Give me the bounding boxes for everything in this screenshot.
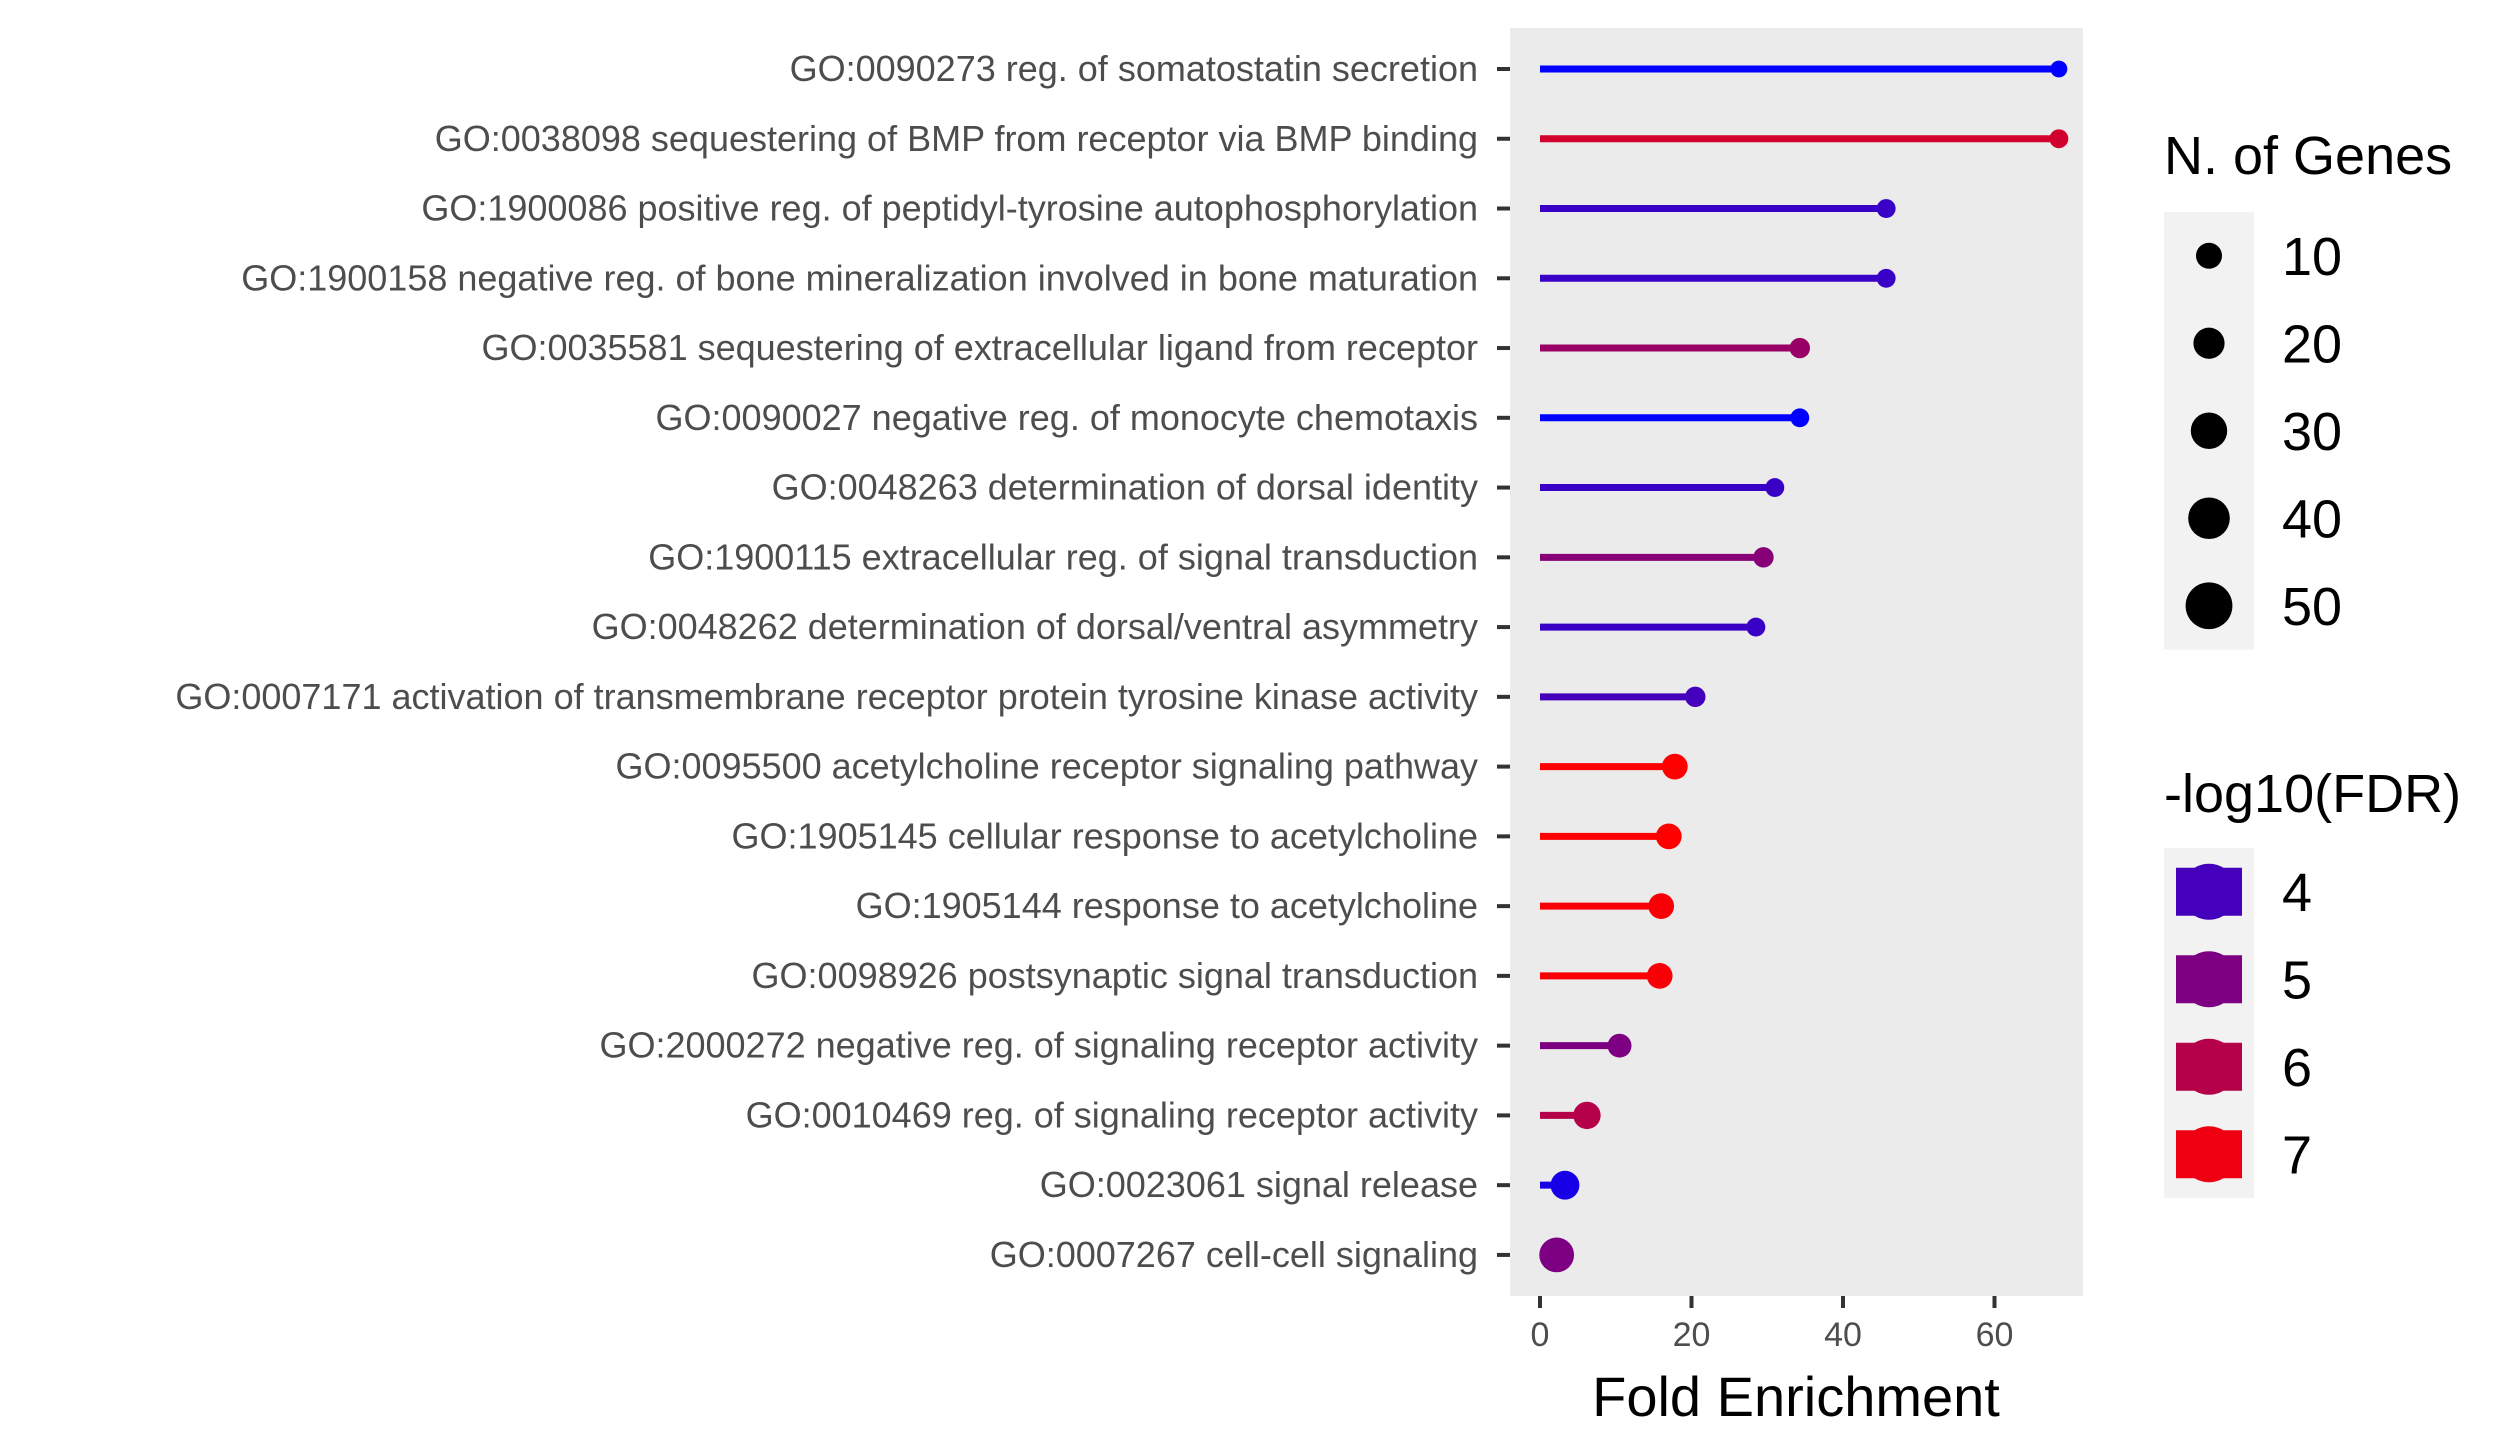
category-label: GO:0035581 sequestering of extracellular…	[481, 327, 1478, 368]
lollipop-point	[1607, 1033, 1632, 1058]
x-tick-label: 40	[1824, 1316, 1862, 1354]
category-label: GO:0023061 signal release	[1040, 1164, 1478, 1205]
size-legend: N. of Genes 10 20 30 40 50	[2164, 126, 2452, 650]
lollipop-marks	[1539, 60, 2069, 1273]
category-label: GO:0007267 cell-cell signaling	[990, 1234, 1478, 1275]
category-label: GO:0090273 reg. of somatostatin secretio…	[790, 48, 1478, 89]
y-axis-ticks	[1497, 67, 1510, 1257]
size-legend-dot	[2185, 582, 2233, 630]
color-legend-label: 4	[2282, 863, 2312, 923]
size-legend-dot	[2190, 412, 2228, 449]
size-legend-dot	[2188, 497, 2230, 540]
category-label: GO:0095500 acetylcholine receptor signal…	[615, 746, 1478, 787]
lollipop-point	[1539, 1237, 1575, 1273]
category-label: GO:1900115 extracellular reg. of signal …	[648, 536, 1478, 577]
lollipop-point	[1746, 617, 1766, 637]
size-legend-label: 20	[2282, 314, 2342, 374]
lollipop-point	[1790, 408, 1810, 428]
size-legend-label: 50	[2282, 577, 2342, 637]
x-tick-label: 0	[1531, 1316, 1550, 1354]
category-label: GO:0090027 negative reg. of monocyte che…	[656, 397, 1478, 438]
category-label: GO:1900158 negative reg. of bone mineral…	[241, 257, 1478, 298]
lollipop-point	[1573, 1101, 1601, 1130]
category-label: GO:0038098 sequestering of BMP from rece…	[435, 118, 1478, 159]
category-label: GO:1900086 positive reg. of peptidyl-tyr…	[421, 188, 1478, 229]
color-legend-dot	[2181, 863, 2237, 920]
color-legend-label: 7	[2282, 1125, 2312, 1185]
lollipop-point	[1876, 268, 1896, 288]
size-legend-label: 40	[2282, 489, 2342, 549]
plot-panel	[1510, 28, 2083, 1296]
lollipop-point	[1646, 963, 1673, 989]
category-labels: GO:0090273 reg. of somatostatin secretio…	[175, 48, 1478, 1275]
size-legend-dot	[2196, 242, 2222, 269]
color-legend: -log10(FDR) 4 5 6 7	[2164, 764, 2461, 1198]
lollipop-point	[1765, 478, 1785, 497]
category-label: GO:1905145 cellular response to acetylch…	[732, 815, 1478, 856]
lollipop-point	[1789, 337, 1811, 359]
lollipop-point	[1661, 753, 1688, 780]
lollipop-point	[2050, 60, 2068, 78]
lollipop-point	[1685, 686, 1706, 708]
x-tick-label: 60	[1976, 1316, 2014, 1354]
category-label: GO:0007171 activation of transmembrane r…	[175, 676, 1478, 717]
lollipop-point	[1753, 547, 1774, 568]
color-legend-dot	[2181, 1126, 2237, 1183]
category-label: GO:1905144 response to acetylcholine	[856, 885, 1478, 926]
size-legend-label: 30	[2282, 402, 2342, 462]
size-legend-title: N. of Genes	[2164, 126, 2452, 186]
color-legend-dot	[2181, 1038, 2237, 1095]
color-legend-dot	[2181, 951, 2237, 1008]
lollipop-point	[1876, 199, 1896, 218]
color-legend-label: 6	[2282, 1038, 2312, 1098]
color-legend-label: 5	[2282, 950, 2312, 1010]
lollipop-point	[1648, 893, 1675, 919]
category-label: GO:0010469 reg. of signaling receptor ac…	[746, 1094, 1478, 1135]
color-legend-title: -log10(FDR)	[2164, 764, 2461, 824]
x-tick-label: 20	[1673, 1316, 1711, 1354]
lollipop-point	[1550, 1170, 1580, 1200]
lollipop-point	[1655, 823, 1682, 850]
size-legend-dot	[2193, 327, 2225, 359]
category-label: GO:0048263 determination of dorsal ident…	[772, 467, 1478, 508]
category-label: GO:2000272 negative reg. of signaling re…	[599, 1025, 1478, 1066]
x-axis-title: Fold Enrichment	[1592, 1365, 2000, 1428]
lollipop-point	[2049, 129, 2069, 149]
size-legend-label: 10	[2282, 227, 2342, 287]
category-label: GO:0048262 determination of dorsal/ventr…	[592, 606, 1478, 647]
x-axis: 0 20 40 60	[1531, 1296, 2014, 1354]
category-label: GO:0098926 postsynaptic signal transduct…	[752, 955, 1478, 996]
